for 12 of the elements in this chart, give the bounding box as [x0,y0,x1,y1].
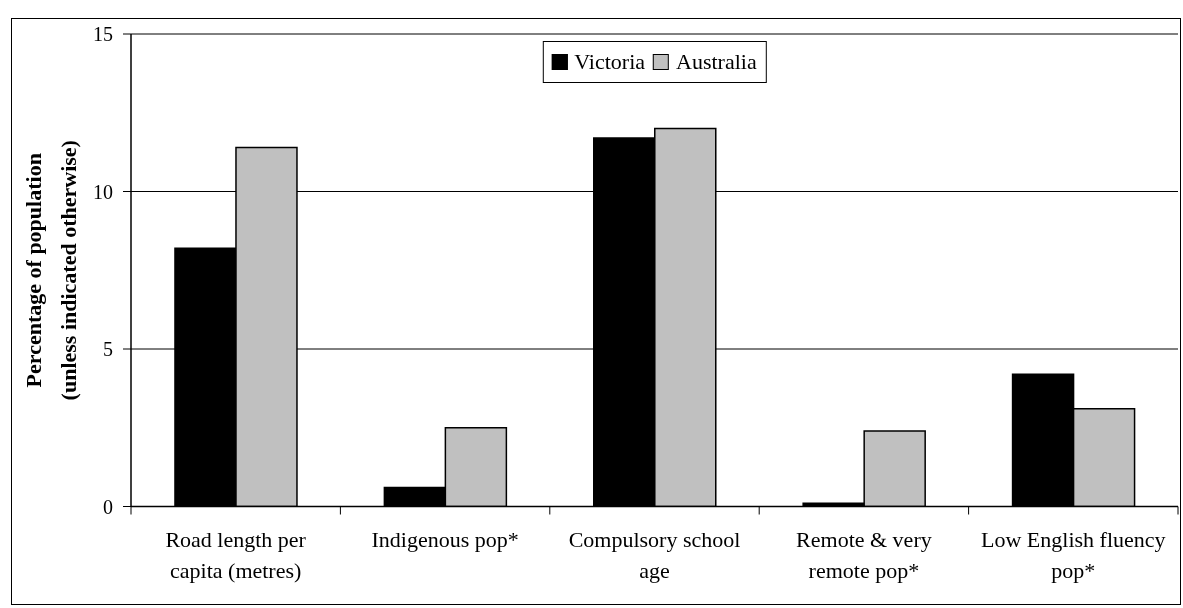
legend-label: Australia [676,49,757,74]
y-axis-title: Percentage of population (unless indicated otherwise) [21,140,81,401]
y-tick-label: 5 [103,338,113,361]
x-tick-label: Low English fluency pop* [981,527,1166,583]
legend-label: Victoria [574,49,646,74]
y-tick-label: 0 [103,495,113,518]
y-tick-label: 10 [93,180,113,203]
x-tick-label: Indigenous pop* [371,527,519,552]
y-tick-label: 15 [93,23,113,46]
x-tick-label: Road length per capita (metres) [165,527,307,583]
x-tick-label: Remote & very remote pop* [796,527,932,583]
x-tick-label: Compulsory school age [568,527,741,583]
